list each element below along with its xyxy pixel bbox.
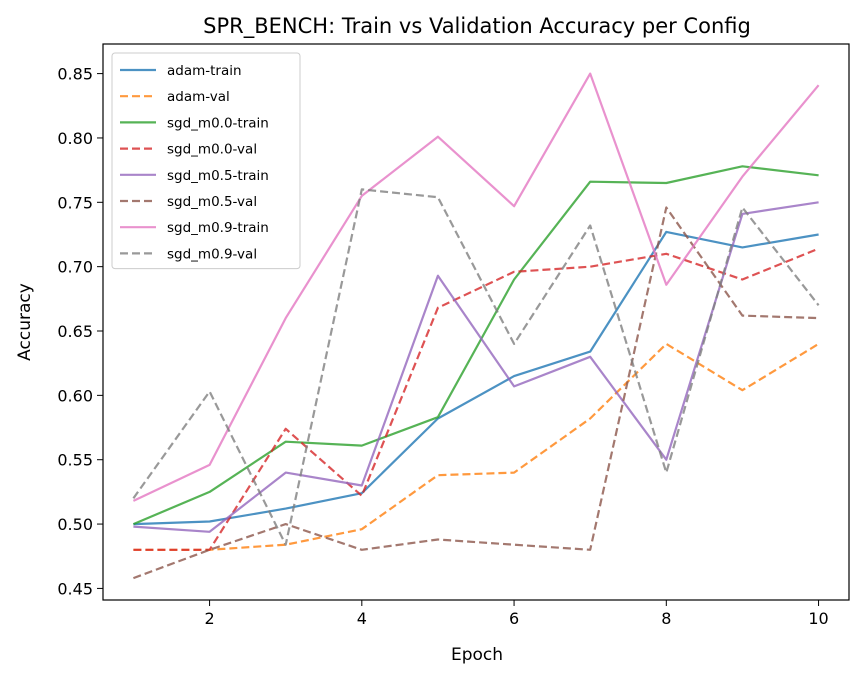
x-axis: 2 4 6 8 10	[204, 600, 829, 628]
x-tick-label: 4	[357, 609, 367, 628]
series-line-adam-val	[133, 342, 820, 551]
series-line-sgd_m0.9-train	[132, 72, 820, 502]
legend: adam-train adam-val sgd_m0.0-train sgd_m0.0…	[111, 52, 301, 270]
legend-box	[111, 52, 301, 270]
legend-label-sgd_m0.9-train: sgd_m0.9-train	[167, 220, 269, 236]
series-line-sgd_m0.0-val	[133, 247, 820, 551]
y-tick-label: 0.65	[57, 322, 93, 341]
x-axis-label: Epoch	[451, 645, 503, 665]
y-tick-label: 0.85	[57, 65, 93, 84]
series-line-sgd_m0.0-train	[132, 165, 819, 526]
series-line-adam-train	[133, 230, 819, 526]
plot-frame	[102, 43, 850, 601]
x-tick-label: 2	[204, 609, 214, 628]
y-tick-label: 0.55	[57, 451, 93, 470]
legend-label-sgd_m0.0-val: sgd_m0.0-val	[167, 142, 257, 158]
y-tick-label: 0.50	[57, 515, 93, 534]
x-tick-label: 6	[509, 609, 519, 628]
chart-title: SPR_BENCH: Train vs Validation Accuracy …	[203, 14, 751, 39]
series-line-sgd_m0.9-val	[132, 188, 820, 546]
legend-label-adam-train: adam-train	[167, 63, 242, 79]
legend-label-sgd_m0.0-train: sgd_m0.0-train	[167, 115, 269, 131]
y-axis-label: Accuracy	[15, 283, 35, 361]
legend-label-sgd_m0.5-train: sgd_m0.5-train	[167, 168, 269, 184]
legend-label-adam-val: adam-val	[167, 89, 230, 105]
y-tick-label: 0.45	[57, 579, 93, 598]
x-tick-label: 8	[661, 609, 671, 628]
legend-label-sgd_m0.5-val: sgd_m0.5-val	[167, 194, 257, 210]
y-tick-label: 0.75	[57, 193, 93, 212]
y-tick-label: 0.80	[57, 129, 93, 148]
y-tick-label: 0.60	[57, 386, 93, 405]
y-tick-label: 0.70	[57, 258, 93, 277]
plot-area	[132, 72, 820, 580]
y-axis: 0.45 0.50 0.55 0.60 0.65 0.70 0.75 0.80 0.85	[57, 65, 103, 598]
x-tick-label: 10	[808, 609, 828, 628]
legend-label-sgd_m0.9-val: sgd_m0.9-val	[167, 246, 257, 262]
series-line-sgd_m0.5-val	[133, 206, 819, 580]
